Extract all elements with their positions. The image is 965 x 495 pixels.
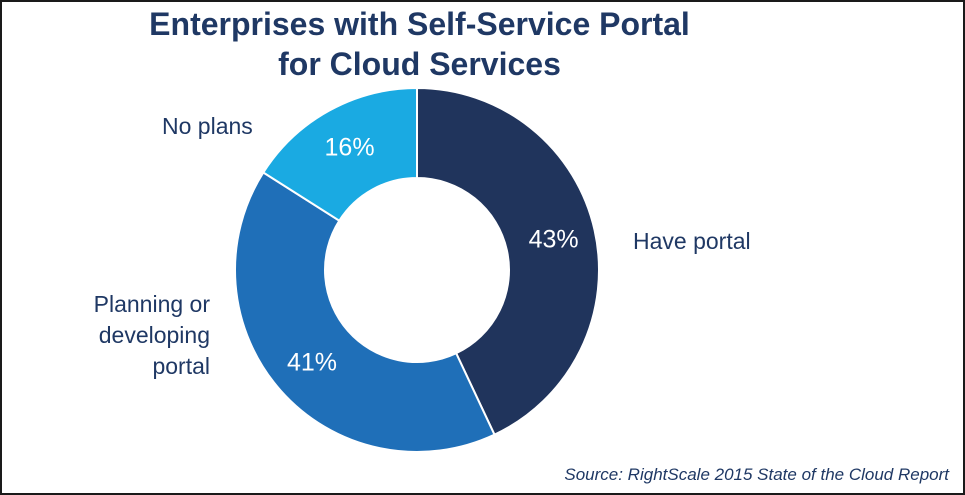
donut-slice-no-plans <box>261 86 418 223</box>
label-line: portal <box>152 353 210 379</box>
label-line: Planning or <box>93 291 210 317</box>
donut-slice-have-portal <box>416 86 600 437</box>
percent-label-no-plans: 16% <box>325 133 375 161</box>
category-label-planning: Planning or developing portal <box>42 289 210 382</box>
donut-slice-planning <box>234 171 496 453</box>
label-line: Have portal <box>633 228 751 254</box>
chart-title-line-1: Enterprises with Self-Service Portal <box>149 6 690 42</box>
category-label-have-portal: Have portal <box>633 226 751 257</box>
chart-title-line-2: for Cloud Services <box>278 46 561 82</box>
chart-title: Enterprises with Self-Service Portal for… <box>2 4 837 84</box>
label-line: No plans <box>162 113 253 139</box>
percent-label-planning: 41% <box>287 349 337 377</box>
label-line: developing <box>98 322 210 348</box>
percent-label-have-portal: 43% <box>529 225 579 253</box>
category-label-no-plans: No plans <box>162 111 253 142</box>
source-note: Source: RightScale 2015 State of the Clo… <box>564 465 949 484</box>
